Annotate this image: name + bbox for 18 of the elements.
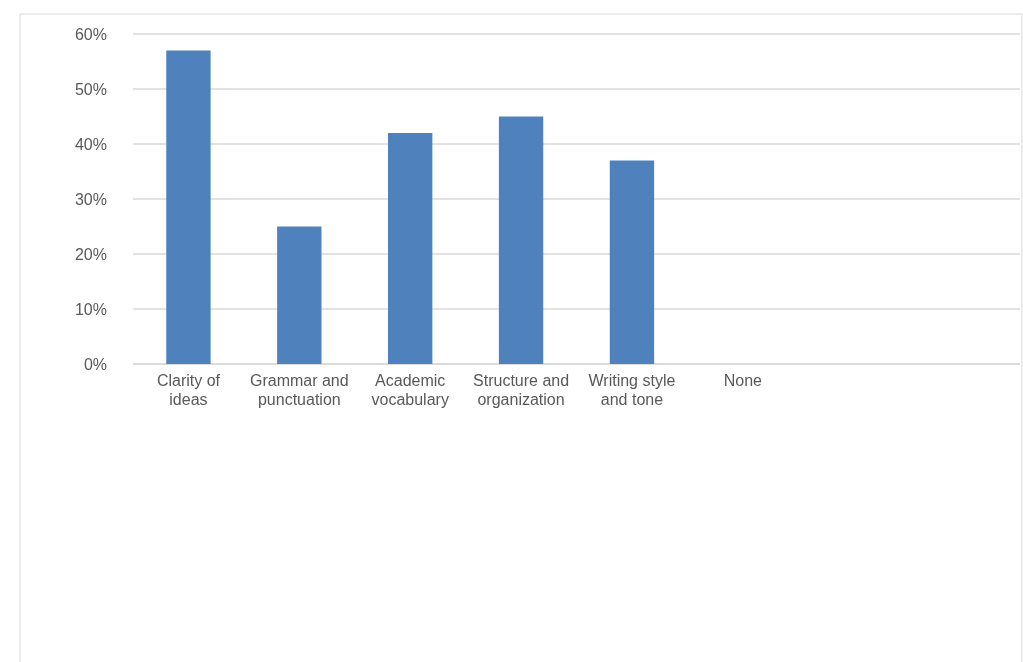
- x-tick-label: None: [723, 372, 763, 389]
- y-tick-label: 50%: [74, 80, 107, 98]
- x-tick-label: Structure and organization: [473, 372, 570, 408]
- y-tick-label: 20%: [74, 245, 107, 263]
- bar: [277, 226, 322, 364]
- y-tick-label: 60%: [74, 25, 107, 43]
- y-tick-label: 40%: [74, 135, 107, 153]
- x-tick-label: Clarity of ideas: [156, 372, 221, 408]
- x-tick-label: Academic vocabulary: [371, 372, 449, 408]
- x-tick-label: Writing style and tone: [588, 372, 676, 408]
- x-tick-label: Grammar and punctuation: [249, 372, 349, 408]
- bar: [498, 116, 544, 364]
- bar: [388, 133, 433, 364]
- y-tick-label: 10%: [74, 300, 107, 318]
- y-tick-label: 30%: [74, 190, 107, 208]
- bar: [166, 50, 211, 364]
- y-tick-label: 0%: [83, 355, 107, 373]
- bar: [609, 160, 655, 364]
